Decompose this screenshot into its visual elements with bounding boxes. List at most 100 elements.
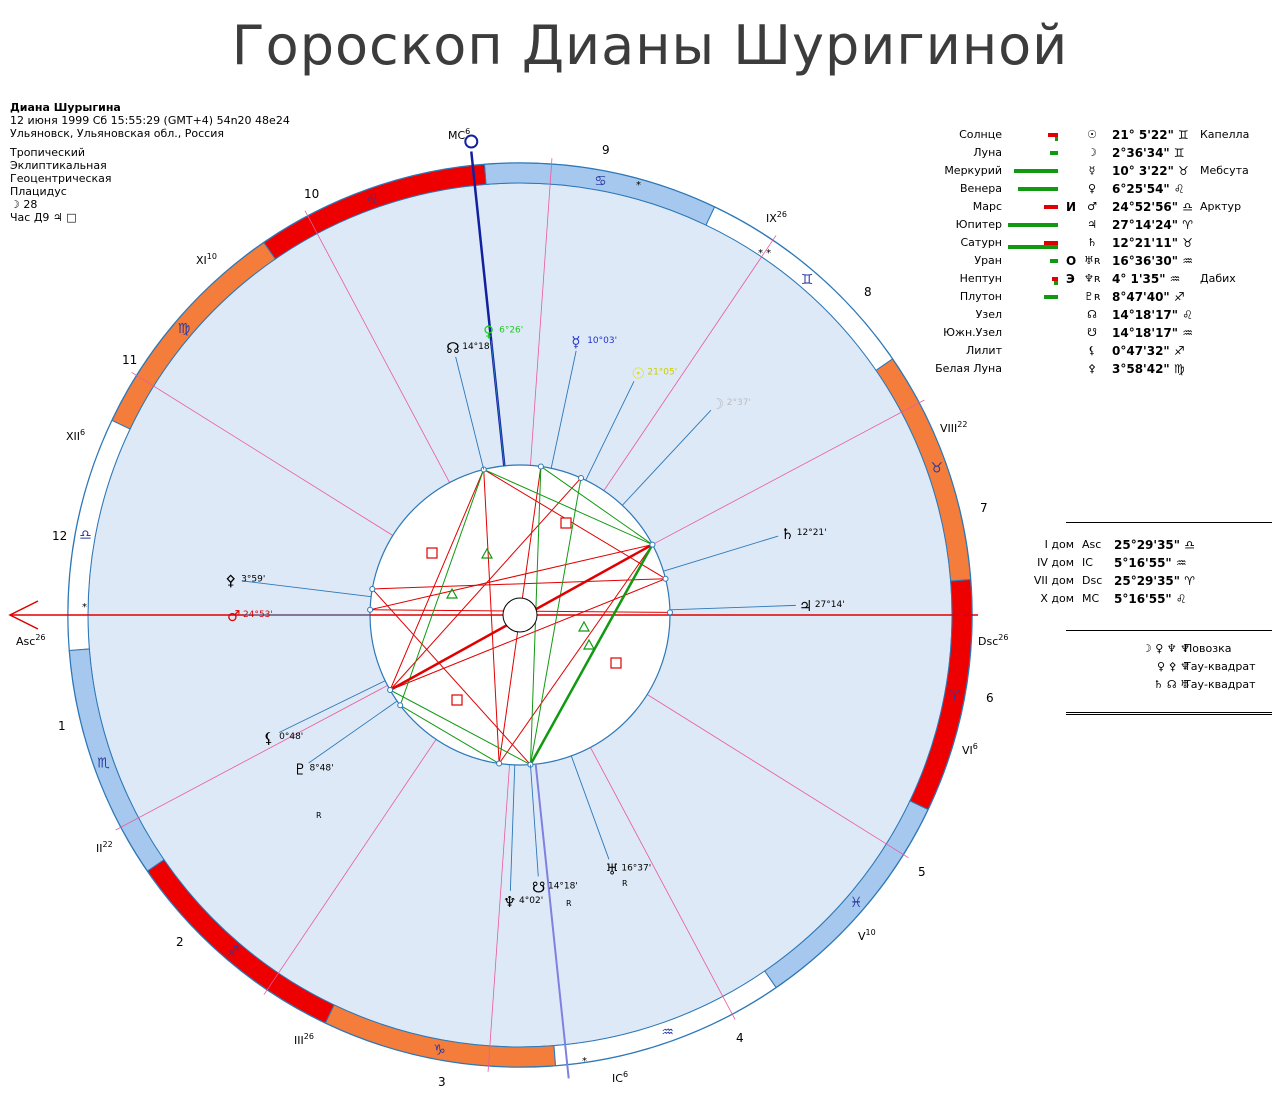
planet-leader-line (455, 356, 485, 470)
planet-position: 16°36'30" ♒ (1112, 254, 1193, 268)
planet-name: Лилит (965, 344, 1002, 357)
planet-name: Уран (974, 254, 1002, 267)
planet-strength-bar (1008, 223, 1058, 227)
mc-label: MC6 (448, 127, 470, 142)
trine-aspect-icon (582, 638, 596, 650)
aspect-line-trine (540, 466, 653, 545)
house-cusp-label: XI10 (196, 252, 217, 267)
house-cusp-label: IX26 (766, 210, 787, 225)
planet-strength-bar (1052, 277, 1058, 281)
planet-row: Плутон ♇ʀ 8°47'40" ♐ (900, 290, 1270, 308)
planet-leader-line (669, 604, 796, 611)
house-row: X дом MC 5°16'55" ♌ (1000, 592, 1273, 610)
planet-fixed-star: Капелла (1200, 128, 1250, 141)
aspect-line-square (483, 469, 500, 764)
house-cusp-label: VIII22 (940, 420, 967, 435)
planet-degree-label: 12°21' (797, 528, 827, 538)
house-position: 25°29'35" ♈ (1114, 574, 1195, 588)
planet-name: Луна (973, 146, 1002, 159)
planet-strength-bar (1048, 133, 1058, 137)
planet-degree-label: 2°37' (727, 398, 751, 408)
divider (1066, 630, 1272, 631)
house-cusp-line (487, 764, 510, 1072)
house-number: 10 (304, 187, 319, 201)
planet-glyph-icon: ☽ (711, 395, 724, 413)
aspect-line-square (498, 544, 653, 764)
aspect-line-trine (529, 543, 654, 766)
moon-day: ☽ 28 (10, 198, 38, 211)
zodiac-sign-glyph-icon: ♒ (661, 1025, 674, 1041)
planet-glyph-icon: ⚴ (225, 572, 236, 590)
aspect-figure-glyphs: ♀ ⚴ ♆ (1157, 660, 1190, 673)
page-title: Гороскоп Дианы Шуригиной (231, 14, 1069, 77)
trine-aspect-icon (480, 547, 494, 559)
planet-position: 0°47'32" ♐ (1112, 344, 1185, 358)
planet-position: 4° 1'35" ♒ (1112, 272, 1181, 286)
planet-name: Меркурий (944, 164, 1002, 177)
planet-degree-label: 0°48' (279, 732, 303, 742)
coords-type: Эклиптикальная (10, 159, 107, 172)
planet-fixed-star: Арктур (1200, 200, 1242, 213)
house-number: 3 (438, 1075, 446, 1089)
planet-row: Узел ☊ 14°18'17" ♌ (900, 308, 1270, 326)
planet-leader-line (509, 764, 516, 891)
planet-leader-line (550, 350, 577, 469)
planet-degree-label: 24°53' (243, 610, 273, 620)
house-name: I дом (1044, 538, 1074, 551)
planet-glyph-icon: ☋ (532, 878, 545, 896)
house-cusp-line (530, 158, 553, 466)
zodiac-sign-glyph-icon: ♊ (801, 272, 814, 288)
aspect-node (649, 541, 656, 548)
fixed-star-mark: * * (758, 248, 771, 259)
planet-degree-label: 3°59' (241, 575, 265, 585)
house-cusp-label: V10 (858, 928, 876, 943)
planet-glyph-icon: ♇ (293, 761, 306, 779)
aspect-line-square (389, 578, 666, 691)
planet-degree-label: 8°48' (309, 764, 333, 774)
house-cusp-label: III26 (294, 1032, 314, 1047)
planet-position: 6°25'54" ♌ (1112, 182, 1185, 196)
planet-degree-label: 27°14' (815, 600, 845, 610)
planet-row: Луна ☽ 2°36'34" ♊ (900, 146, 1270, 164)
square-aspect-icon (560, 517, 572, 529)
aspect-line-trine (399, 469, 485, 706)
house-cusp-line (603, 235, 777, 491)
aspect-node (369, 585, 376, 592)
planet-glyph-icon: ♂ (227, 607, 240, 625)
zodiac-sign-glyph-icon: ♉ (930, 460, 943, 476)
aspect-figure-name: Повозка (1184, 642, 1232, 655)
house-number: 5 (918, 865, 926, 879)
aspect-line-trine (389, 689, 531, 766)
planet-name: Южн.Узел (943, 326, 1002, 339)
planet-name: Белая Луна (935, 362, 1002, 375)
planet-position: 2°36'34" ♊ (1112, 146, 1185, 160)
aspect-figure-row: ♀ ⚴ ♆ Тау-квадрат (1080, 660, 1273, 678)
planet-fixed-star: Мебсута (1200, 164, 1249, 177)
planet-degree-label: 16°37' (621, 864, 651, 874)
planet-strength-bar (1014, 169, 1058, 173)
planet-strength-bar (1050, 151, 1058, 155)
dsc-label: Dsc26 (978, 633, 1008, 648)
house-number: 1 (58, 719, 66, 733)
planet-strength-bar (1055, 137, 1058, 141)
planet-name: Марс (972, 200, 1002, 213)
asc-arrow-icon (8, 600, 39, 630)
aspect-figure-name: Тау-квадрат (1184, 660, 1256, 673)
zodiac-sign-glyph-icon: ♋ (594, 173, 607, 189)
zodiac-sign-glyph-icon: ♓ (850, 895, 863, 911)
house-number: 2 (176, 935, 184, 949)
house-position: 5°16'55" ♌ (1114, 592, 1187, 606)
square-aspect-icon (451, 694, 463, 706)
planet-strength-bar (1050, 259, 1058, 263)
planet-name: Солнце (959, 128, 1002, 141)
planet-leader-line (663, 535, 779, 572)
house-angle-label: Asc (1082, 538, 1102, 551)
trine-aspect-icon (577, 620, 591, 632)
planet-row: Солнце ☉ 21° 5'22" ♊ Капелла (900, 128, 1270, 146)
house-number: 6 (986, 691, 994, 705)
planet-glyph-icon: ☽ (1087, 146, 1097, 159)
retrograde-mark: R (566, 899, 572, 908)
planet-name: Сатурн (960, 236, 1002, 249)
planet-glyph-icon: ☿ (571, 333, 580, 351)
